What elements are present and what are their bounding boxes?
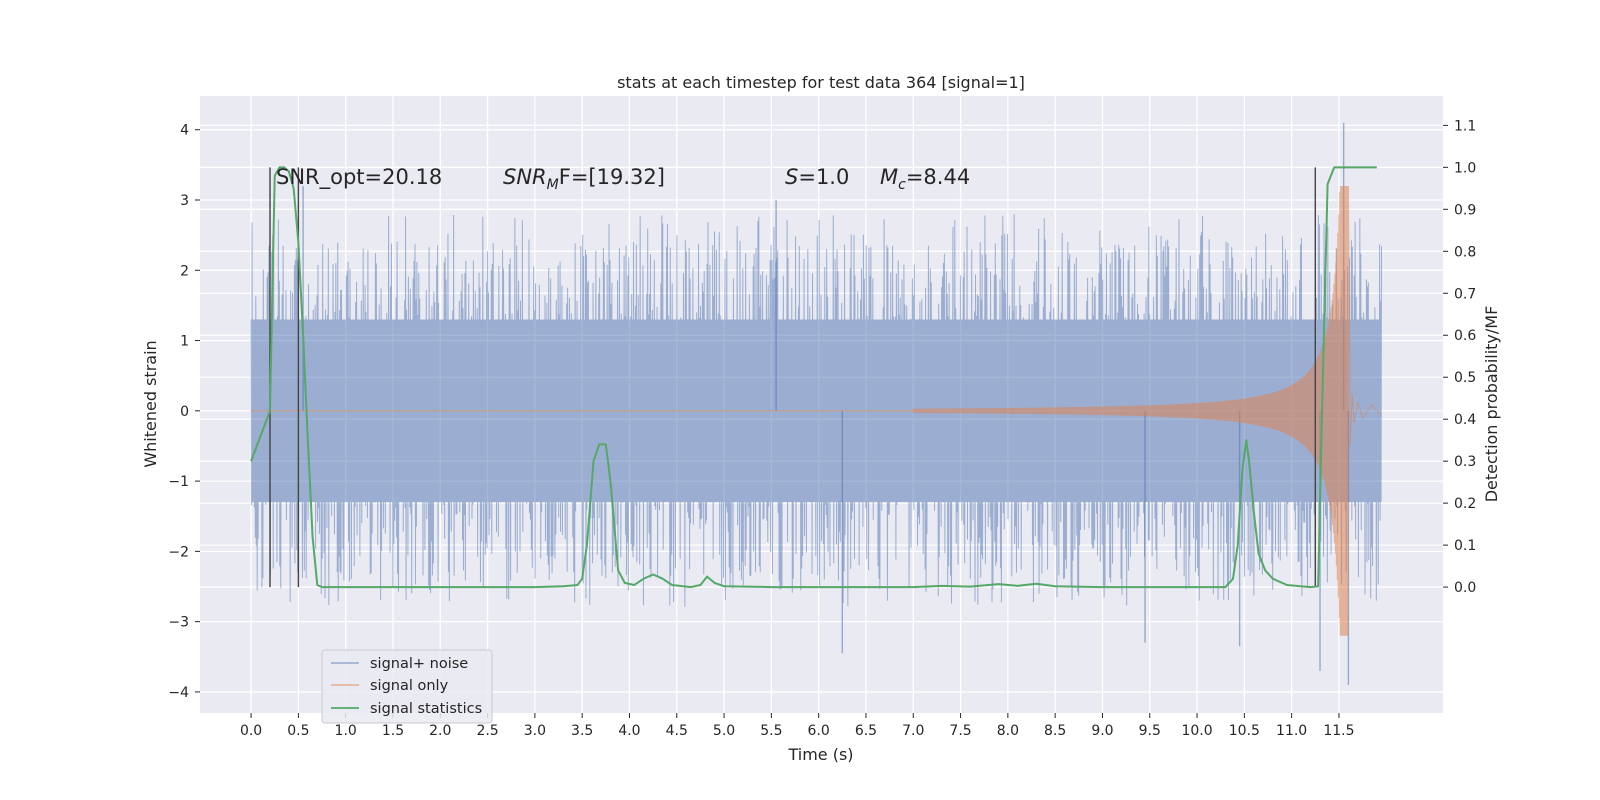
signal-only-series <box>251 185 1382 636</box>
y2-tick-label: 0.5 <box>1454 370 1476 386</box>
y-tick-label: 2 <box>180 263 189 279</box>
y-tick-label: 1 <box>180 334 189 350</box>
x-tick-label: 4.5 <box>666 723 688 739</box>
x-tick-label: 4.0 <box>618 723 640 739</box>
x-tick-label: 1.5 <box>382 723 404 739</box>
x-tick-label: 10.0 <box>1181 723 1212 739</box>
chart-title: stats at each timestep for test data 364… <box>617 73 1025 92</box>
signal-only-line <box>912 185 1382 636</box>
x-tick-label: 7.5 <box>949 723 971 739</box>
y2-tick-label: 0.7 <box>1454 286 1476 302</box>
x-tick-label: 5.0 <box>713 723 735 739</box>
x-axis: 0.0 0.5 1.0 1.5 2.0 2.5 3.0 3.5 4.0 4.5 5.0 5.5 6.0 6… <box>240 713 1355 739</box>
y2-tick-label: 0.4 <box>1454 412 1476 428</box>
annotation-mc: Mc=8.44 <box>880 165 970 193</box>
signal-statistics-series <box>250 166 1377 589</box>
y-axis-title: Whitened strain <box>141 340 160 467</box>
signal-noise-line <box>250 214 1383 607</box>
x-tick-label: 0.5 <box>287 723 309 739</box>
x-tick-label: 7.0 <box>902 723 924 739</box>
annotation-s: S=1.0 <box>785 165 849 189</box>
x-tick-label: 5.5 <box>760 723 782 739</box>
y2-tick-label: 0.3 <box>1454 454 1476 470</box>
y2-tick-label: 1.1 <box>1454 118 1476 134</box>
x-tick-label: 10.5 <box>1229 723 1260 739</box>
x-tick-label: 8.0 <box>997 723 1019 739</box>
y-tick-label: −1 <box>168 474 189 490</box>
y-tick-label: −3 <box>168 615 189 631</box>
x-tick-label: 11.5 <box>1323 723 1354 739</box>
annotation-snr-opt: SNR_opt=20.18 <box>276 165 442 190</box>
y2-tick-label: 0.9 <box>1454 202 1476 218</box>
y2-tick-label: 0.2 <box>1454 496 1476 512</box>
legend: signal+ noise signal only signal statist… <box>321 649 493 724</box>
x-tick-label: 3.5 <box>571 723 593 739</box>
x-tick-label: 0.0 <box>240 723 262 739</box>
y-tick-label: 3 <box>180 193 189 209</box>
y2-tick-label: 1.0 <box>1454 160 1476 176</box>
y-axis-right: 1.1 1.0 0.9 0.8 0.7 0.6 0.5 0.4 0.3 0.2 0.1 0.0 <box>1443 118 1476 596</box>
y-tick-label: −4 <box>168 685 189 701</box>
y2-tick-label: 0.8 <box>1454 244 1476 260</box>
y2-tick-label: 0.1 <box>1454 538 1476 554</box>
x-tick-label: 11.0 <box>1276 723 1307 739</box>
y2-tick-label: 0.0 <box>1454 580 1476 596</box>
y-tick-label: 0 <box>180 404 189 420</box>
x-tick-label: 6.0 <box>808 723 830 739</box>
x-tick-label: 6.5 <box>855 723 877 739</box>
x-tick-label: 8.5 <box>1044 723 1066 739</box>
signal-statistics-line <box>250 166 1377 589</box>
annotations: SNR_opt=20.18 SNRMF=[19.32] S=1.0 Mc=8.4… <box>276 165 970 193</box>
x-tick-label: 9.5 <box>1139 723 1161 739</box>
annotation-snr-mf: SNRMF=[19.32] <box>503 165 665 193</box>
y-tick-label: 4 <box>180 123 189 139</box>
legend-label-signal-noise: signal+ noise <box>370 656 468 672</box>
y2-tick-label: 0.6 <box>1454 328 1476 344</box>
x-tick-label: 2.5 <box>476 723 498 739</box>
x-axis-title: Time (s) <box>787 745 853 764</box>
y-axis-left: 4 3 2 1 0 −1 −2 −3 −4 <box>168 123 200 701</box>
legend-box <box>321 649 493 724</box>
y2-axis-title: Detection probability/MF <box>1482 306 1501 503</box>
legend-label-signal-statistics: signal statistics <box>370 701 482 717</box>
x-tick-label: 1.0 <box>335 723 357 739</box>
x-tick-label: 9.0 <box>1091 723 1113 739</box>
legend-label-signal-only: signal only <box>370 678 449 694</box>
y-tick-label: −2 <box>168 544 189 560</box>
x-tick-label: 3.0 <box>524 723 546 739</box>
x-tick-label: 2.0 <box>429 723 451 739</box>
